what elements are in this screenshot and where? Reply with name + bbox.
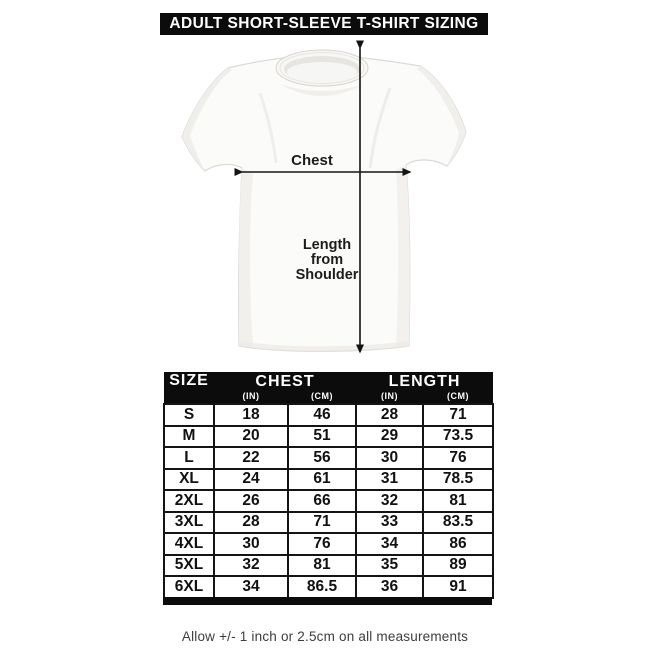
length-in-cell: 31 xyxy=(355,467,425,491)
chest-in-cell: 28 xyxy=(213,510,289,534)
chest-cm-cell: 61 xyxy=(286,467,358,491)
length-in-cell: 32 xyxy=(355,489,425,513)
hem-shadow xyxy=(239,341,409,352)
size-cell: S xyxy=(163,403,215,427)
chest-label: Chest xyxy=(291,152,333,169)
size-cell: 5XL xyxy=(163,553,215,577)
size-cell: L xyxy=(163,446,215,470)
table-bottom-bar xyxy=(163,596,492,605)
chest-in-cell: 26 xyxy=(213,489,289,513)
length-in-cell: 33 xyxy=(355,510,425,534)
chest-cm-cell: 81 xyxy=(286,553,358,577)
chest-cm-cell: 76 xyxy=(286,532,358,556)
chest-cm-cell: 86.5 xyxy=(286,575,358,599)
measurement-tolerance-note: Allow +/- 1 inch or 2.5cm on all measure… xyxy=(181,629,469,644)
subheader-chest-in: (IN) xyxy=(214,391,288,404)
collar-seam xyxy=(279,52,365,84)
length-label-line3: Shoulder xyxy=(296,267,359,283)
length-in-cell: 29 xyxy=(355,424,425,448)
size-cell: 3XL xyxy=(163,510,215,534)
chest-in-cell: 32 xyxy=(213,553,289,577)
length-cm-cell: 78.5 xyxy=(422,467,495,491)
size-cell: XL xyxy=(163,467,215,491)
tshirt-measurement-diagram: Chest Length from Shoulder xyxy=(160,38,490,368)
neck-inner-highlight xyxy=(287,62,357,82)
header-size: SIZE xyxy=(164,372,214,404)
length-in-cell: 35 xyxy=(355,553,425,577)
size-table-header: SIZE CHEST LENGTH (IN) (CM) (IN) (CM) xyxy=(164,372,494,404)
left-body-shading xyxy=(238,168,253,347)
length-in-cell: 30 xyxy=(355,446,425,470)
table-row: 6XL 34 86.5 36 91 xyxy=(163,575,495,599)
table-row: 3XL 28 71 33 83.5 xyxy=(163,510,495,534)
page-title: ADULT SHORT-SLEEVE T-SHIRT SIZING xyxy=(169,15,479,32)
chest-in-cell: 22 xyxy=(213,446,289,470)
chest-cm-cell: 51 xyxy=(286,424,358,448)
table-row: L 22 56 30 76 xyxy=(163,446,495,470)
length-cm-cell: 83.5 xyxy=(422,510,495,534)
length-cm-cell: 71 xyxy=(422,403,495,427)
chest-in-cell: 34 xyxy=(213,575,289,599)
left-sleeve-shading xyxy=(182,68,232,171)
subheader-length-in: (IN) xyxy=(356,391,424,404)
size-cell: 2XL xyxy=(163,489,215,513)
table-row: S 18 46 28 71 xyxy=(163,403,495,427)
chest-cm-cell: 66 xyxy=(286,489,358,513)
size-cell: 6XL xyxy=(163,575,215,599)
chest-in-cell: 24 xyxy=(213,467,289,491)
chest-in-cell: 30 xyxy=(213,532,289,556)
right-sleeve-shading xyxy=(417,66,466,166)
chest-cm-cell: 46 xyxy=(286,403,358,427)
size-cell: 4XL xyxy=(163,532,215,556)
size-table-container: SIZE CHEST LENGTH (IN) (CM) (IN) (CM) S … xyxy=(163,372,495,605)
chest-cm-cell: 71 xyxy=(286,510,358,534)
length-cm-cell: 91 xyxy=(422,575,495,599)
length-label-line2: from xyxy=(311,252,343,268)
subheader-chest-cm: (CM) xyxy=(288,391,357,404)
tshirt-illustration: Chest Length from Shoulder xyxy=(181,40,467,354)
title-bar: ADULT SHORT-SLEEVE T-SHIRT SIZING xyxy=(160,13,488,35)
header-chest: CHEST xyxy=(214,372,357,391)
right-body-shading xyxy=(396,165,410,347)
table-row: 5XL 32 81 35 89 xyxy=(163,553,495,577)
chest-cm-cell: 56 xyxy=(286,446,358,470)
table-row: 2XL 26 66 32 81 xyxy=(163,489,495,513)
chest-in-cell: 20 xyxy=(213,424,289,448)
size-table: SIZE CHEST LENGTH (IN) (CM) (IN) (CM) S … xyxy=(163,372,495,599)
table-row: XL 24 61 31 78.5 xyxy=(163,467,495,491)
length-in-cell: 28 xyxy=(355,403,425,427)
size-cell: M xyxy=(163,424,215,448)
table-row: M 20 51 29 73.5 xyxy=(163,424,495,448)
tshirt-body-shape xyxy=(181,54,467,352)
length-in-cell: 34 xyxy=(355,532,425,556)
length-label-line1: Length xyxy=(303,237,351,253)
length-cm-cell: 76 xyxy=(422,446,495,470)
length-in-cell: 36 xyxy=(355,575,425,599)
length-cm-cell: 81 xyxy=(422,489,495,513)
length-cm-cell: 89 xyxy=(422,553,495,577)
chest-in-cell: 18 xyxy=(213,403,289,427)
wrinkle-line xyxy=(368,87,392,169)
length-cm-cell: 73.5 xyxy=(422,424,495,448)
header-length: LENGTH xyxy=(356,372,494,391)
under-collar-shadow xyxy=(280,84,364,96)
wrinkle-line xyxy=(258,92,278,164)
length-cm-cell: 86 xyxy=(422,532,495,556)
subheader-length-cm: (CM) xyxy=(423,391,494,404)
table-row: 4XL 30 76 34 86 xyxy=(163,532,495,556)
